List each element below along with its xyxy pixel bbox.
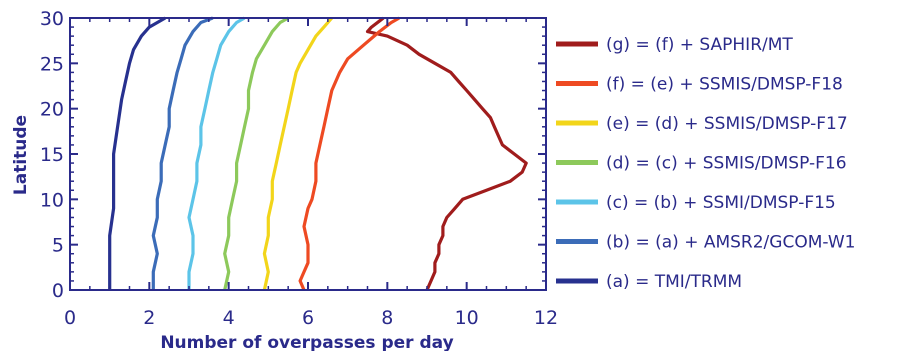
y-tick-label: 5 <box>52 235 64 257</box>
legend-label-4: (c) = (b) + SSMI/DMSP-F15 <box>606 193 836 213</box>
x-tick-label: 12 <box>534 307 558 329</box>
legend-label-2: (e) = (d) + SSMIS/DMSP-F17 <box>606 114 848 134</box>
series-line-6 <box>108 16 166 290</box>
legend-label-5: (b) = (a) + AMSR2/GCOM-W1 <box>606 233 855 253</box>
x-tick-label: 0 <box>64 307 76 329</box>
series-line-4 <box>187 16 246 290</box>
y-tick-label: 30 <box>40 8 64 30</box>
x-tick-label: 10 <box>455 307 479 329</box>
plot-series <box>108 16 528 291</box>
series-line-2 <box>262 16 334 291</box>
x-axis: 0 2 4 6 8 10 12 <box>64 18 558 329</box>
y-tick-label: 20 <box>40 99 64 121</box>
y-axis-label: Latitude <box>11 115 31 195</box>
y-tick-label: 15 <box>40 144 64 166</box>
x-tick-label: 2 <box>143 307 155 329</box>
series-line-3 <box>223 16 289 291</box>
x-tick-label: 6 <box>302 307 314 329</box>
y-axis: 0 5 10 15 20 25 30 <box>40 8 546 302</box>
series-line-0 <box>365 16 528 291</box>
x-axis-label: Number of overpasses per day <box>160 333 453 351</box>
series-line-1 <box>298 16 400 291</box>
x-tick-label: 8 <box>381 307 393 329</box>
legend-label-3: (d) = (c) + SSMIS/DMSP-F16 <box>606 154 847 174</box>
legend-label-0: (g) = (f) + SAPHIR/MT <box>606 35 793 55</box>
legend-label-6: (a) = TMI/TRMM <box>606 272 742 292</box>
legend-label-1: (f) = (e) + SSMIS/DMSP-F18 <box>606 75 843 95</box>
y-tick-label: 0 <box>52 280 64 302</box>
y-tick-label: 25 <box>40 53 64 75</box>
y-tick-label: 10 <box>40 189 64 211</box>
series-line-5 <box>151 16 214 290</box>
x-tick-label: 4 <box>223 307 235 329</box>
legend: (g) = (f) + SAPHIR/MT (f) = (e) + SSMIS/D… <box>556 35 855 292</box>
